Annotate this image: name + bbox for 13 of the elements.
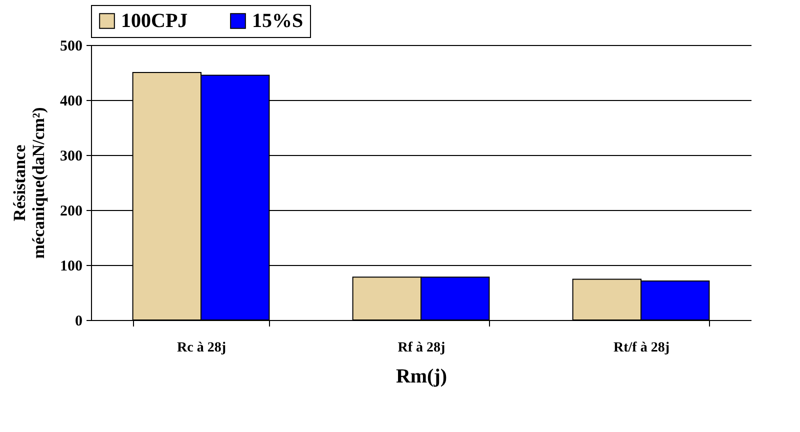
x-axis-title: Rm(j) (396, 366, 448, 388)
x-tick-label: Rc à 28j (177, 340, 226, 356)
x-tick-label: Rf à 28j (398, 340, 446, 356)
y-tick-label: 300 (60, 148, 82, 164)
y-tick-label: 100 (60, 258, 82, 274)
y-axis-title: Résistance mécanique(daN/cm²) (10, 107, 48, 259)
x-tick-label: Rt/f à 28j (614, 340, 670, 356)
y-tick-label: 200 (60, 204, 82, 220)
legend-label: 100CPJ (121, 10, 188, 32)
y-tick-label: 0 (75, 314, 82, 330)
legend-label: 15%S (252, 10, 304, 32)
y-tick-label: 400 (60, 94, 82, 110)
y-tick-label: 500 (60, 38, 82, 54)
